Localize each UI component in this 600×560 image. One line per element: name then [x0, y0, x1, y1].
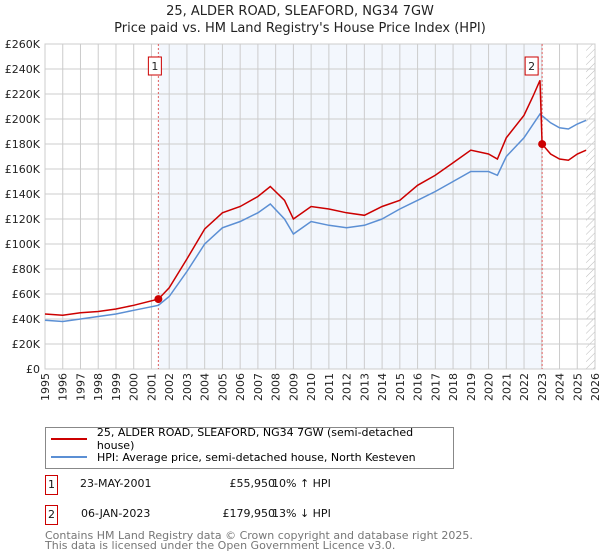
x-tick-label: 2001 — [145, 373, 158, 401]
sale-date: 06-JAN-2023 — [81, 507, 151, 520]
x-tick-label: 2013 — [358, 373, 371, 401]
x-tick-label: 1999 — [110, 373, 123, 401]
x-tick-label: 2015 — [394, 373, 407, 401]
sale-label-box — [147, 56, 162, 76]
legend-swatch-blue — [51, 456, 87, 458]
y-tick-label: £100K — [5, 238, 41, 251]
x-tick-label: 2014 — [376, 373, 389, 401]
sale-date: 23-MAY-2001 — [80, 477, 152, 490]
x-tick-label: 2009 — [287, 373, 300, 401]
x-tick-label: 2004 — [199, 373, 212, 401]
x-tick-label: 1996 — [57, 373, 70, 401]
y-tick-label: £160K — [5, 163, 41, 176]
y-tick-label: £40K — [12, 313, 41, 326]
y-tick-label: £0 — [26, 363, 40, 376]
sale-label-box — [524, 56, 539, 76]
x-tick-label: 2021 — [500, 373, 513, 401]
legend-item-hpi: HPI: Average price, semi-detached house,… — [46, 449, 416, 465]
x-tick-label: 2023 — [536, 373, 549, 401]
x-tick-label: 2012 — [341, 373, 354, 401]
y-tick-label: £140K — [5, 188, 41, 201]
sale-point — [154, 295, 163, 304]
sale-marker: 1 — [45, 475, 58, 495]
y-tick-label: £60K — [12, 288, 41, 301]
forecast-hatch — [586, 44, 595, 369]
x-tick-label: 2002 — [163, 373, 176, 401]
legend-label: HPI: Average price, semi-detached house,… — [97, 450, 416, 464]
y-tick-label: £80K — [12, 263, 41, 276]
x-tick-label: 2000 — [128, 373, 141, 401]
x-tick-label: 1998 — [92, 373, 105, 401]
x-tick-label: 2016 — [412, 373, 425, 401]
y-tick-label: £180K — [5, 138, 41, 151]
x-tick-label: 1997 — [74, 373, 87, 401]
x-tick-label: 2007 — [252, 373, 265, 401]
sale-hpi: 10% ↑ HPI — [272, 477, 331, 490]
x-tick-label: 2005 — [216, 373, 229, 401]
sale-hpi: 13% ↓ HPI — [272, 507, 331, 520]
x-tick-label: 2022 — [518, 373, 531, 401]
y-tick-label: £200K — [5, 113, 41, 126]
legend-swatch-red — [51, 438, 87, 440]
price-chart: 1995 1996 1997 1998 1999 2000 2001 2002 2003 2004… — [5, 38, 600, 401]
x-tick-label: 2025 — [571, 373, 584, 401]
sale-price: £55,950 — [229, 477, 276, 490]
hpi-line — [44, 112, 587, 323]
property-price-line — [44, 79, 587, 317]
y-tick-label: £20K — [12, 338, 41, 351]
x-tick-label: 2008 — [270, 373, 283, 401]
ownership-shade — [158, 44, 543, 369]
legend: 25, ALDER ROAD, SLEAFORD, NG34 7GW (semi… — [45, 426, 454, 469]
x-tick-label: 2026 — [589, 373, 600, 401]
footer-line: This data is licensed under the Open Gov… — [45, 539, 396, 552]
chart-title: 25, ALDER ROAD, SLEAFORD, NG34 7GW — [166, 4, 434, 19]
legend-label: 25, ALDER ROAD, SLEAFORD, NG34 7GW (semi… — [96, 426, 414, 452]
x-tick-label: 2006 — [234, 373, 247, 401]
legend-item-property: 25, ALDER ROAD, SLEAFORD, NG34 7GW (semi… — [46, 426, 453, 452]
x-tick-label: 2024 — [554, 373, 567, 401]
x-tick-label: 2020 — [483, 373, 496, 401]
x-tick-label: 2010 — [305, 373, 318, 401]
plot-border — [44, 43, 596, 370]
footer-line: Contains HM Land Registry data © Crown c… — [45, 529, 473, 542]
y-tick-label: £260K — [5, 38, 41, 51]
chart-subtitle: Price paid vs. HM Land Registry's House … — [114, 21, 486, 36]
x-tick-label: 2018 — [447, 373, 460, 401]
x-tick-label: 2011 — [323, 373, 336, 401]
footer: Contains HM Land Registry data © Crown c… — [45, 529, 473, 552]
sale-label: 2 — [528, 60, 535, 73]
y-tick-label: £240K — [5, 63, 41, 76]
y-tick-label: £220K — [5, 88, 41, 101]
sale-point — [538, 140, 547, 149]
sale-label: 1 — [151, 60, 158, 73]
y-tick-label: £120K — [5, 213, 41, 226]
sale-marker: 2 — [45, 505, 58, 525]
x-tick-label: 2019 — [465, 373, 478, 401]
x-tick-label: 2003 — [181, 373, 194, 401]
sale-price: £179,950 — [222, 507, 276, 520]
x-tick-label: 1995 — [39, 373, 52, 401]
x-tick-label: 2017 — [429, 373, 442, 401]
